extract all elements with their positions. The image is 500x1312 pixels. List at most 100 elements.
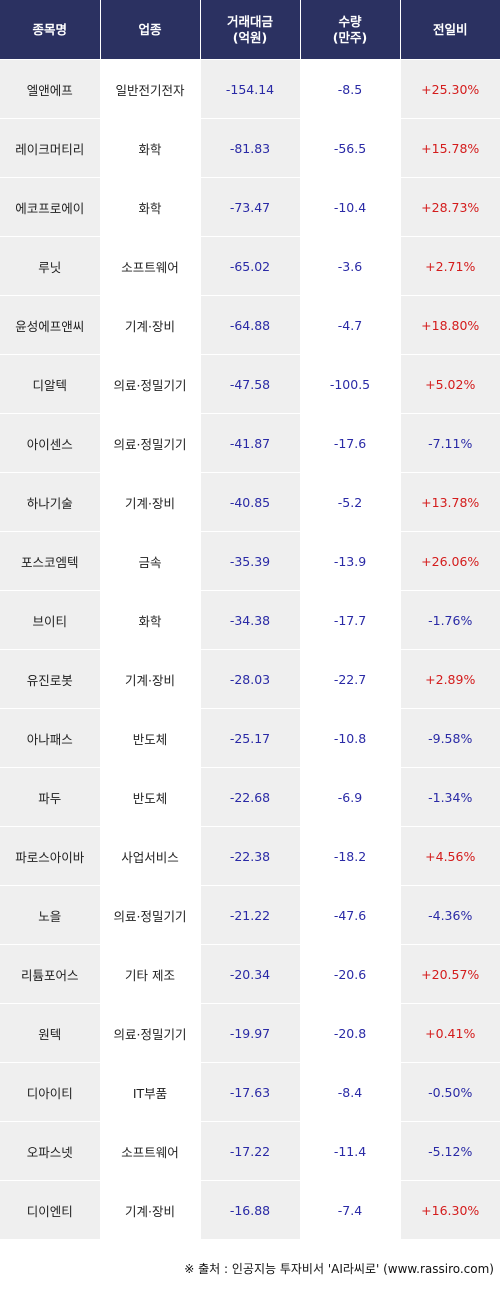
- trade-amount-cell: -17.63: [200, 1062, 301, 1122]
- sector-cell: 기계·장비: [100, 472, 201, 532]
- change-cell: -5.12%: [400, 1121, 500, 1181]
- change-cell: +2.71%: [400, 236, 500, 296]
- table-row: 루닛 소프트웨어 -65.02 -3.6 +2.71%: [0, 236, 500, 296]
- table-row: 리튬포어스 기타 제조 -20.34 -20.6 +20.57%: [0, 944, 500, 1004]
- trading-table: 종목명 업종 거래대금 (억원) 수량 (만주) 전일비 엘앤에프 일반전기전자 -15…: [0, 0, 500, 1240]
- volume-cell: -17.7: [300, 590, 401, 650]
- table-row: 디이엔티 기계·장비 -16.88 -7.4 +16.30%: [0, 1180, 500, 1240]
- change-cell: -0.50%: [400, 1062, 500, 1122]
- volume-cell: -3.6: [300, 236, 401, 296]
- sector-cell: 반도체: [100, 708, 201, 768]
- volume-cell: -18.2: [300, 826, 401, 886]
- header-change: 전일비: [400, 0, 500, 60]
- change-cell: +13.78%: [400, 472, 500, 532]
- header-volume: 수량 (만주): [300, 0, 401, 60]
- volume-cell: -20.6: [300, 944, 401, 1004]
- table-row: 노을 의료·정밀기기 -21.22 -47.6 -4.36%: [0, 885, 500, 945]
- trade-amount-cell: -21.22: [200, 885, 301, 945]
- header-amount-unit: (억원): [232, 29, 268, 45]
- stock-name-cell: 디알텍: [0, 354, 101, 414]
- change-cell: +15.78%: [400, 118, 500, 178]
- volume-cell: -8.5: [300, 59, 401, 119]
- table-row: 아이센스 의료·정밀기기 -41.87 -17.6 -7.11%: [0, 413, 500, 473]
- table-row: 엘앤에프 일반전기전자 -154.14 -8.5 +25.30%: [0, 59, 500, 119]
- table-row: 유진로봇 기계·장비 -28.03 -22.7 +2.89%: [0, 649, 500, 709]
- header-change-label: 전일비: [432, 21, 468, 37]
- table-row: 윤성에프앤씨 기계·장비 -64.88 -4.7 +18.80%: [0, 295, 500, 355]
- header-row: 종목명 업종 거래대금 (억원) 수량 (만주) 전일비: [0, 0, 500, 60]
- trade-amount-cell: -19.97: [200, 1003, 301, 1063]
- stock-name-cell: 윤성에프앤씨: [0, 295, 101, 355]
- table-row: 아나패스 반도체 -25.17 -10.8 -9.58%: [0, 708, 500, 768]
- trade-amount-cell: -47.58: [200, 354, 301, 414]
- trade-amount-cell: -35.39: [200, 531, 301, 591]
- header-sector-label: 업종: [138, 21, 162, 37]
- table-row: 포스코엠텍 금속 -35.39 -13.9 +26.06%: [0, 531, 500, 591]
- trade-amount-cell: -34.38: [200, 590, 301, 650]
- stock-name-cell: 파로스아이바: [0, 826, 101, 886]
- sector-cell: 의료·정밀기기: [100, 1003, 201, 1063]
- stock-name-cell: 유진로봇: [0, 649, 101, 709]
- stock-name-cell: 하나기술: [0, 472, 101, 532]
- table-row: 디알텍 의료·정밀기기 -47.58 -100.5 +5.02%: [0, 354, 500, 414]
- header-volume-unit: (만주): [332, 29, 368, 45]
- volume-cell: -11.4: [300, 1121, 401, 1181]
- trade-amount-cell: -28.03: [200, 649, 301, 709]
- sector-cell: 의료·정밀기기: [100, 885, 201, 945]
- header-name-label: 종목명: [32, 21, 67, 37]
- volume-cell: -56.5: [300, 118, 401, 178]
- source-note: ※ 출처 : 인공지능 투자비서 'AI라씨로' (www.rassiro.co…: [184, 1262, 494, 1276]
- trade-amount-cell: -22.68: [200, 767, 301, 827]
- sector-cell: 의료·정밀기기: [100, 413, 201, 473]
- sector-cell: 소프트웨어: [100, 1121, 201, 1181]
- header-amount-label: 거래대금: [226, 13, 273, 29]
- table-row: 원텍 의료·정밀기기 -19.97 -20.8 +0.41%: [0, 1003, 500, 1063]
- change-cell: +16.30%: [400, 1180, 500, 1240]
- trade-amount-cell: -81.83: [200, 118, 301, 178]
- sector-cell: IT부품: [100, 1062, 201, 1122]
- header-sector: 업종: [100, 0, 201, 60]
- trade-amount-cell: -25.17: [200, 708, 301, 768]
- volume-cell: -100.5: [300, 354, 401, 414]
- table-row: 오파스넷 소프트웨어 -17.22 -11.4 -5.12%: [0, 1121, 500, 1181]
- volume-cell: -10.8: [300, 708, 401, 768]
- change-cell: +2.89%: [400, 649, 500, 709]
- stock-name-cell: 아이센스: [0, 413, 101, 473]
- change-cell: +4.56%: [400, 826, 500, 886]
- volume-cell: -4.7: [300, 295, 401, 355]
- trade-amount-cell: -73.47: [200, 177, 301, 237]
- stock-name-cell: 브이티: [0, 590, 101, 650]
- stock-name-cell: 루닛: [0, 236, 101, 296]
- change-cell: +26.06%: [400, 531, 500, 591]
- table-header: 종목명 업종 거래대금 (억원) 수량 (만주) 전일비: [0, 0, 500, 60]
- change-cell: -9.58%: [400, 708, 500, 768]
- change-cell: +20.57%: [400, 944, 500, 1004]
- change-cell: +0.41%: [400, 1003, 500, 1063]
- stock-name-cell: 원텍: [0, 1003, 101, 1063]
- change-cell: +5.02%: [400, 354, 500, 414]
- volume-cell: -5.2: [300, 472, 401, 532]
- stock-name-cell: 아나패스: [0, 708, 101, 768]
- trade-amount-cell: -17.22: [200, 1121, 301, 1181]
- change-cell: +25.30%: [400, 59, 500, 119]
- table-row: 파두 반도체 -22.68 -6.9 -1.34%: [0, 767, 500, 827]
- change-cell: +28.73%: [400, 177, 500, 237]
- table-body: 엘앤에프 일반전기전자 -154.14 -8.5 +25.30% 레이크머티리 화학 -81.…: [0, 59, 500, 1240]
- stock-name-cell: 에코프로에이: [0, 177, 101, 237]
- table-row: 디아이티 IT부품 -17.63 -8.4 -0.50%: [0, 1062, 500, 1122]
- header-volume-label: 수량: [338, 13, 362, 29]
- stock-name-cell: 파두: [0, 767, 101, 827]
- sector-cell: 의료·정밀기기: [100, 354, 201, 414]
- trade-amount-cell: -64.88: [200, 295, 301, 355]
- sector-cell: 반도체: [100, 767, 201, 827]
- trade-amount-cell: -22.38: [200, 826, 301, 886]
- change-cell: -7.11%: [400, 413, 500, 473]
- sector-cell: 기계·장비: [100, 295, 201, 355]
- header-amount: 거래대금 (억원): [200, 0, 301, 60]
- volume-cell: -8.4: [300, 1062, 401, 1122]
- stock-name-cell: 디아이티: [0, 1062, 101, 1122]
- change-cell: -1.34%: [400, 767, 500, 827]
- trade-amount-cell: -16.88: [200, 1180, 301, 1240]
- table-row: 에코프로에이 화학 -73.47 -10.4 +28.73%: [0, 177, 500, 237]
- trade-amount-cell: -65.02: [200, 236, 301, 296]
